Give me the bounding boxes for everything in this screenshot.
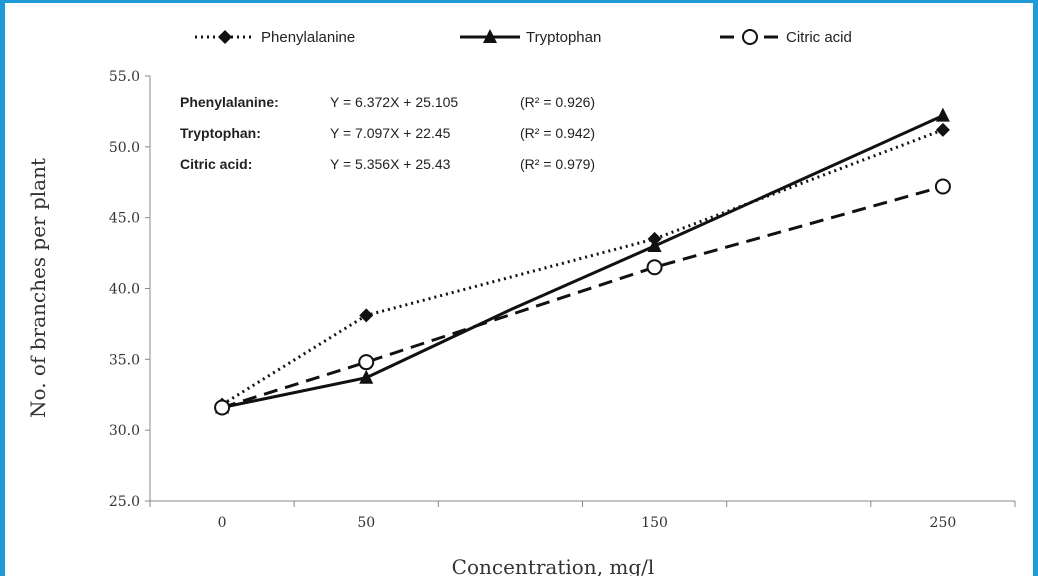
equation-name: Tryptophan: — [180, 125, 261, 141]
data-point — [935, 122, 950, 137]
equation-formula: Y = 7.097X + 22.45 — [330, 125, 451, 141]
data-point — [647, 238, 662, 252]
equation-row: Tryptophan: Y = 7.097X + 22.45 (R² = 0.942… — [180, 125, 595, 141]
legend-marker — [483, 29, 497, 43]
series-tryptophan — [215, 107, 950, 414]
equation-formula: Y = 5.356X + 25.43 — [330, 156, 451, 172]
y-tick-label: 40.0 — [109, 282, 140, 298]
data-point — [359, 308, 374, 323]
legend-label: Citric acid — [786, 29, 852, 46]
legend-item: Citric acid — [720, 29, 852, 46]
x-tick-label: 50 — [357, 515, 375, 531]
equation-row: Phenylalanine: Y = 6.372X + 25.105 (R² = 0… — [180, 94, 595, 110]
legend-label: Phenylalanine — [261, 29, 355, 46]
y-tick-label: 45.0 — [109, 211, 140, 227]
axes: 25.0 30.0 35.0 40.0 45.0 50.0 55.0 0 50 150 250 — [109, 69, 1016, 531]
data-point — [358, 354, 375, 371]
legend: Phenylalanine Tryptophan Citric acid — [195, 29, 852, 46]
regression-equations: Phenylalanine: Y = 6.372X + 25.105 (R² = 0… — [180, 94, 595, 172]
data-point — [359, 369, 374, 384]
data-point — [934, 178, 951, 195]
data-point — [214, 399, 231, 416]
y-tick-label: 55.0 — [109, 69, 140, 85]
x-tick-label: 0 — [218, 515, 227, 531]
series-citric-acid — [214, 178, 951, 416]
y-tick-label: 30.0 — [109, 423, 140, 439]
y-tick-label: 35.0 — [109, 352, 140, 368]
series-layer — [214, 107, 951, 416]
x-axis-title: Concentration, mg/l — [452, 555, 655, 576]
legend-item: Phenylalanine — [195, 29, 355, 46]
equation-name: Phenylalanine: — [180, 94, 279, 110]
x-tick-label: 250 — [930, 515, 957, 531]
line-chart: Phenylalanine Tryptophan Citric acid Pheny… — [26, 29, 1016, 576]
y-axis-title: No. of branches per plant — [26, 158, 50, 418]
equation-name: Citric acid: — [180, 156, 252, 172]
data-point — [935, 107, 950, 122]
series-line — [221, 128, 944, 406]
y-tick-label: 50.0 — [109, 140, 140, 156]
equation-row: Citric acid: Y = 5.356X + 25.43 (R² = 0.97… — [180, 156, 595, 172]
x-tick-label: 150 — [641, 515, 668, 531]
series-line — [221, 185, 944, 409]
data-point — [646, 259, 663, 276]
equation-formula: Y = 6.372X + 25.105 — [330, 94, 458, 110]
series-line — [221, 114, 944, 409]
y-tick-label: 25.0 — [109, 494, 140, 510]
legend-item: Tryptophan — [460, 29, 601, 46]
equation-r2: (R² = 0.926) — [520, 94, 595, 110]
equation-r2: (R² = 0.979) — [520, 156, 595, 172]
legend-label: Tryptophan — [526, 29, 601, 46]
legend-marker — [742, 29, 758, 45]
equation-r2: (R² = 0.942) — [520, 125, 595, 141]
legend-marker — [218, 30, 232, 44]
